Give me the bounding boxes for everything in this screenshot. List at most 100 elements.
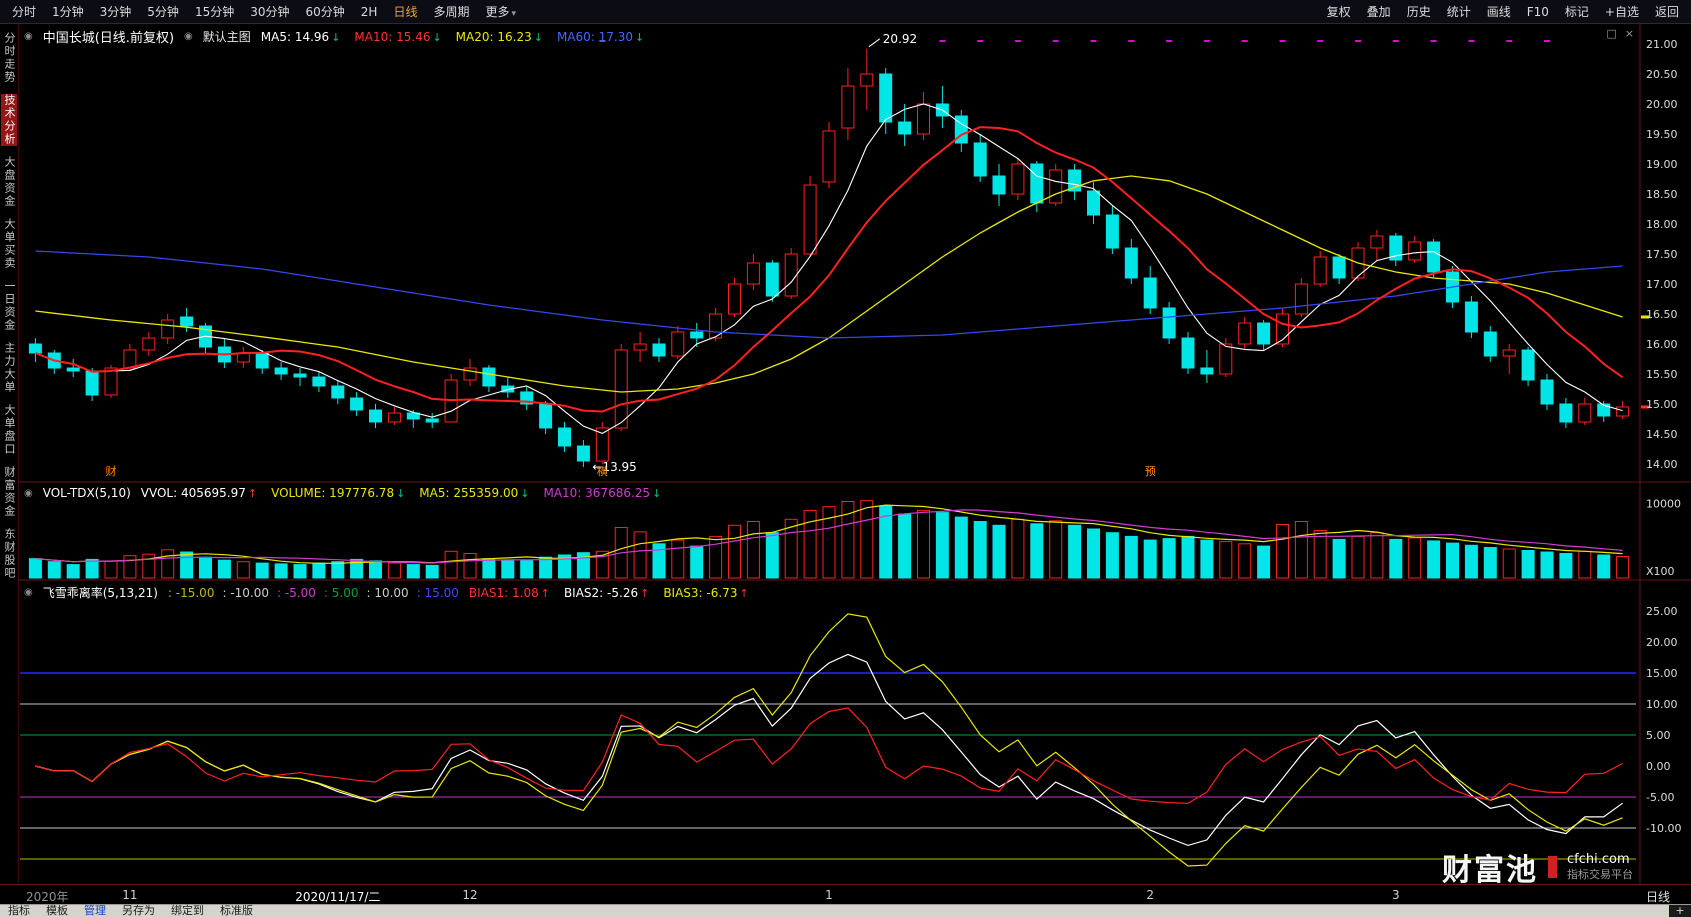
watermark: 财富池 cfchi.com 指标交易平台 <box>1442 845 1633 889</box>
vol-field-3: MA10: 367686.25 ↓ <box>543 486 662 500</box>
arrow-down-icon: ↓ <box>520 487 530 500</box>
indicator-dot-icon[interactable]: ◉ <box>24 31 33 42</box>
sidebar-item-8[interactable]: 东财股吧 <box>3 528 16 580</box>
time-axis-selected-date: 2020/11/17/二 <box>295 890 381 904</box>
chart-text: 18.00 <box>1646 218 1678 231</box>
bias-field-2: BIAS3: -6.73 ↑ <box>663 585 749 600</box>
chart-text: 16.00 <box>1646 338 1678 351</box>
toolbar-button-7[interactable]: +自选 <box>1604 5 1639 19</box>
time-axis-year: 2020年 <box>26 890 69 904</box>
ma-label-1: MA10: 15.46 ↓ <box>354 29 442 44</box>
sidebar-item-5[interactable]: 主力大单 <box>3 342 16 394</box>
volume-indicator-name[interactable]: VOL-TDX(5,10) <box>42 486 131 500</box>
bias-ref-4: : 10.00 <box>366 585 409 600</box>
period-tab-3[interactable]: 5分钟 <box>147 5 179 19</box>
period-tab-2[interactable]: 3分钟 <box>99 5 132 19</box>
toolbar-button-0[interactable]: 复权 <box>1326 5 1351 19</box>
layout-label[interactable]: 默认主图 <box>202 30 251 44</box>
bias-header: ◉ 飞雪乖离率(5,13,21) : -15.00: -10.00: -5.00… <box>24 584 749 601</box>
toolbar-button-5[interactable]: F10 <box>1526 4 1549 19</box>
ma-label-0: MA5: 14.96 ↓ <box>260 29 341 44</box>
sidebar-item-0[interactable]: 分时走势 <box>3 32 16 84</box>
bottom-bar-item-1[interactable]: 模板 <box>46 904 68 917</box>
period-tab-10[interactable]: 更多 ▾ <box>485 5 517 19</box>
period-tab-0[interactable]: 分时 <box>12 5 37 19</box>
bottom-toolbar-items: 指标 模板 管理 另存为 绑定到 标准版 <box>8 905 253 917</box>
sidebar-item-3[interactable]: 大单买卖 <box>3 218 16 270</box>
arrow-down-icon: ↓ <box>652 487 662 500</box>
chart-text: 14.00 <box>1646 458 1678 471</box>
sidebar-item-6[interactable]: 大单盘口 <box>3 404 16 456</box>
toolbar-button-4[interactable]: 画线 <box>1486 5 1511 19</box>
period-tab-8[interactable]: 日线 <box>393 5 418 19</box>
sidebar-item-7[interactable]: 财富资金 <box>3 466 16 518</box>
toolbar-button-8[interactable]: 返回 <box>1654 5 1679 19</box>
chart-text: 14.50 <box>1646 428 1678 441</box>
bottom-bar-item-5[interactable]: 标准版 <box>220 904 253 917</box>
toolbar-button-1[interactable]: 叠加 <box>1366 5 1391 19</box>
period-tab-9[interactable]: 多周期 <box>433 5 470 19</box>
toolbar-button-6[interactable]: 标记 <box>1564 5 1589 19</box>
period-tab-5[interactable]: 30分钟 <box>250 5 290 19</box>
period-tab-4[interactable]: 15分钟 <box>194 5 235 19</box>
brand-tagline: 指标交易平台 <box>1567 868 1633 882</box>
time-axis-month-1: 12 <box>462 888 478 902</box>
chart-text: 20.50 <box>1646 68 1678 81</box>
period-tab-1[interactable]: 1分钟 <box>52 5 84 19</box>
chart-text: 20.00 <box>1646 98 1678 111</box>
chart-text: 17.00 <box>1646 278 1678 291</box>
toolbar-button-3[interactable]: 统计 <box>1446 5 1471 19</box>
arrow-up-icon: ↑ <box>540 586 550 600</box>
sidebar-item-2[interactable]: 大盘资金 <box>3 156 16 208</box>
chart-text: 19.50 <box>1646 128 1678 141</box>
chart-text: 18.50 <box>1646 188 1678 201</box>
indicator-dot-icon[interactable]: ◉ <box>24 587 33 598</box>
bottom-bar-item-0[interactable]: 指标 <box>8 904 30 917</box>
arrow-down-icon: ↓ <box>634 30 645 44</box>
bias-ref-values: : -15.00: -10.00: -5.00: 5.00: 10.00: 15… <box>168 586 459 600</box>
bias-values: BIAS1: 1.08 ↑ BIAS2: -5.26 ↑ BIAS3: -6.73 ↑ <box>469 586 749 600</box>
top-toolbar: 分时 1分钟 3分钟 5分钟 15分钟 30分钟 60分钟 2H 日线 多周期 更多 ▾ 复权 叠加 历史… <box>0 0 1691 24</box>
chart-text: -10.00 <box>1646 822 1681 835</box>
time-axis[interactable]: 2020年 11 12 1 2 3 2020/11/17/二 日线 <box>0 884 1691 904</box>
arrow-down-icon: ↓ <box>396 487 406 500</box>
bias-indicator-name[interactable]: 飞雪乖离率(5,13,21) <box>42 586 158 600</box>
bias-ref-3: : 5.00 <box>323 585 359 600</box>
volume-values: VVOL: 405695.97 ↑ VOLUME: 197776.78 ↓ MA5: 2… <box>141 486 662 500</box>
chart-text: 15.50 <box>1646 368 1678 381</box>
zoom-in-button[interactable]: + <box>1669 905 1691 917</box>
period-tab-6[interactable]: 60分钟 <box>305 5 345 19</box>
sidebar-item-1[interactable]: 技术分析 <box>1 94 17 146</box>
toolbar-button-2[interactable]: 历史 <box>1406 5 1431 19</box>
chart-text: 19.00 <box>1646 158 1678 171</box>
bottom-bar-item-2[interactable]: 管理 <box>84 904 106 917</box>
chart-text: 20.00 <box>1646 636 1678 649</box>
logo-accent <box>1548 856 1557 878</box>
close-icon[interactable]: × <box>1624 27 1634 40</box>
time-axis-month-0: 11 <box>122 888 138 902</box>
indicator-dot-icon[interactable]: ◉ <box>24 487 33 499</box>
time-axis-month-3: 2 <box>1146 888 1155 902</box>
bottom-bar-item-4[interactable]: 绑定到 <box>171 904 204 917</box>
pane-controls: □ × <box>1606 27 1634 40</box>
chart-text: 16.50 <box>1646 308 1678 321</box>
bias-ref-2: : -5.00 <box>277 585 316 600</box>
volume-header: ◉ VOL-TDX(5,10) VVOL: 405695.97 ↑ VOLUME: … <box>24 486 661 500</box>
sidebar-item-4[interactable]: 一日资金 <box>3 280 16 332</box>
chart-text: 预 <box>1145 465 1156 478</box>
layout-selector-icon[interactable]: ◉ <box>184 31 193 42</box>
bottom-bar-item-3[interactable]: 另存为 <box>122 904 155 917</box>
popout-icon[interactable]: □ <box>1606 27 1617 40</box>
toolbar-actions: 复权 叠加 历史 统计 画线 F10 标记 +自选 返回 <box>1327 3 1679 20</box>
chart-text: 25.00 <box>1646 605 1678 618</box>
arrow-up-icon: ↑ <box>739 586 749 600</box>
chevron-down-icon: ▾ <box>511 9 517 19</box>
period-tabs: 分时 1分钟 3分钟 5分钟 15分钟 30分钟 60分钟 2H 日线 多周期 更多 ▾ <box>12 3 516 20</box>
ma-label-3: MA60: 17.30 ↓ <box>556 29 645 44</box>
ma-values: MA5: 14.96 ↓ MA10: 15.46 ↓ MA20: 16.23 ↓ MA60:… <box>261 30 644 44</box>
chart-text: 横 <box>597 464 608 478</box>
chart-text: 0.00 <box>1646 760 1671 773</box>
period-tab-7[interactable]: 2H <box>360 4 378 19</box>
